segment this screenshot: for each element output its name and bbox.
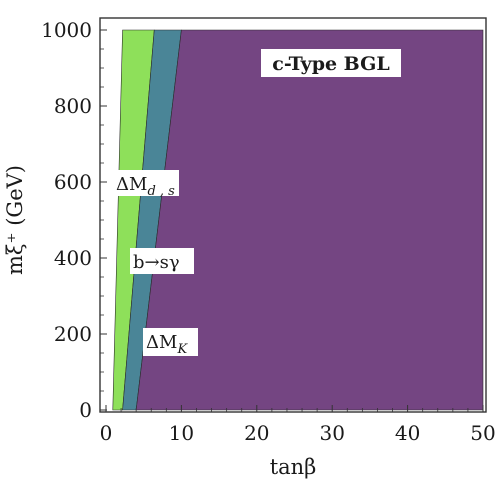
x-axis: 0 10 20 30 40 50: [100, 405, 496, 445]
x-tick-label-5: 50: [470, 421, 495, 445]
y-axis: 0 200 400 600 800 1000: [41, 18, 107, 422]
annotation-bsg: b→sγ: [133, 252, 180, 273]
y-tick-label-2: 400: [54, 246, 92, 270]
x-axis-title: tanβ: [270, 455, 317, 479]
y-tick-label-3: 600: [54, 170, 92, 194]
x-tick-label-3: 30: [319, 421, 344, 445]
plot-frame: [99, 17, 487, 413]
annotation-dmds: ΔMd , s: [116, 174, 175, 199]
annotation-dmds-main: ΔM: [116, 174, 147, 195]
y-tick-label-4: 800: [54, 94, 92, 118]
annotation-box-dmk: [143, 328, 198, 356]
y-axis-title: mξ⁺ (GeV): [3, 165, 27, 275]
x-tick-label-4: 40: [395, 421, 420, 445]
annotation-box-bsg: [130, 248, 194, 274]
x-tick-label-0: 0: [100, 421, 113, 445]
region-2: [135, 29, 484, 411]
chart-title: c-Type BGL: [272, 53, 389, 75]
annotation-box-dmds: [113, 170, 179, 196]
y-tick-label-5: 1000: [41, 18, 92, 42]
annotation-dmds-sub: d , s: [147, 184, 175, 199]
y-tick-label-1: 200: [54, 322, 92, 346]
regions-layer: [112, 29, 484, 411]
title-box: [261, 49, 401, 77]
annotation-dmk-sub: K: [176, 342, 188, 357]
x-tick-label-1: 10: [169, 421, 194, 445]
annotation-dmk: ΔMK: [146, 332, 188, 357]
y-tick-label-0: 0: [79, 398, 92, 422]
annotation-dmk-main: ΔM: [146, 332, 177, 353]
x-tick-label-2: 20: [244, 421, 269, 445]
